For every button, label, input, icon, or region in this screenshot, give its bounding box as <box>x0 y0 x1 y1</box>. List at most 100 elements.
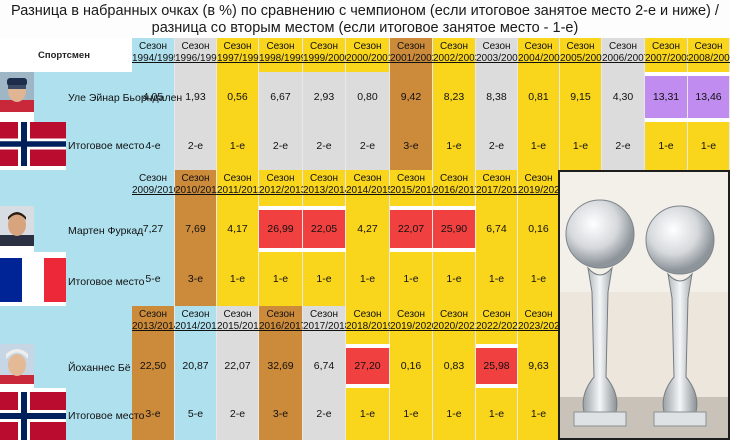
season-years: 1994/1995 <box>132 53 180 64</box>
final-place: 1-е <box>518 252 560 306</box>
season-header: Сезон 2007/2008 <box>645 38 693 72</box>
final-place: 2-е <box>602 122 645 170</box>
season-header: Сезон 2013/2014 <box>132 306 179 344</box>
final-place: 1-е <box>518 388 560 440</box>
final-place: 3-е <box>390 122 433 170</box>
final-place: 1-е <box>346 388 390 440</box>
season-years: 2007/2008 <box>645 53 693 64</box>
season-word: Сезон <box>223 41 252 52</box>
season-word: Сезон <box>309 173 339 184</box>
season-word: Сезон <box>181 309 210 320</box>
season-word: Сезон <box>482 309 511 320</box>
season-years: 2000/2001 <box>346 53 394 64</box>
final-place: 1-е <box>518 122 560 170</box>
season-header: Сезон 2017/2018 <box>303 306 350 344</box>
diff-value: 0,56 <box>217 72 259 122</box>
season-years: 2019/2020 <box>518 185 566 196</box>
diff-value: 22,05 <box>303 210 346 248</box>
season-word: Сезон <box>482 173 511 184</box>
season-header: Сезон 2019/2020 <box>390 306 437 344</box>
diff-value: 25,98 <box>476 348 518 384</box>
diff-value: 20,87 <box>175 344 217 388</box>
diff-value: 9,63 <box>518 344 560 388</box>
diff-value: 25,90 <box>433 210 476 248</box>
final-place: 3-е <box>259 388 303 440</box>
diff-value: 22,07 <box>217 344 259 388</box>
athlete-name: Йоханнес Бё <box>68 362 131 374</box>
season-header: Сезон 1999/2000 <box>303 38 351 72</box>
athlete-name: Мартен Фуркад <box>68 225 144 237</box>
crystal-globes-photo <box>558 170 730 440</box>
diff-value: 8,38 <box>476 72 518 122</box>
season-header: Сезон 2016/2017 <box>433 170 480 206</box>
season-years: 1999/2000 <box>303 53 351 64</box>
diff-value: 6,74 <box>303 344 346 388</box>
diff-value: 0,83 <box>433 344 476 388</box>
season-word: Сезон <box>482 41 511 52</box>
season-word: Сезон <box>439 173 469 184</box>
diff-value: 1,93 <box>175 72 217 122</box>
final-place: 1-е <box>346 252 390 306</box>
season-word: Сезон <box>694 41 723 52</box>
diff-value: 0,16 <box>518 206 560 252</box>
final-place: 2-е <box>303 122 346 170</box>
final-place: 1-е <box>433 388 476 440</box>
season-word: Сезон <box>524 309 553 320</box>
final-place: 1-е <box>688 122 730 170</box>
final-place: 1-е <box>259 252 303 306</box>
season-header: Сезон 1996/1997 <box>175 38 223 72</box>
season-years: 2012/2013 <box>259 185 307 196</box>
diff-value: 7,69 <box>175 206 217 252</box>
diff-value: 0,80 <box>346 72 390 122</box>
diff-value: 4,17 <box>217 206 259 252</box>
season-years: 2014/2015 <box>175 321 223 332</box>
season-word: Сезон <box>353 41 382 52</box>
place-label: Итоговое место <box>68 140 145 152</box>
season-years: 2010/2011 <box>175 185 222 196</box>
place-label: Итоговое место <box>68 410 145 422</box>
season-years: 2015/2016 <box>390 185 438 196</box>
season-header: Сезон 2000/2001 <box>346 38 394 72</box>
season-word: Сезон <box>396 173 426 184</box>
final-place: 1-е <box>645 122 688 170</box>
season-word: Сезон <box>266 41 295 52</box>
season-header: Сезон 2018/2019 <box>346 306 394 344</box>
season-header: Сезон 2010/2011 <box>175 170 222 206</box>
season-years: 2013/2014 <box>303 185 351 196</box>
season-years: 2003/2004 <box>476 53 524 64</box>
season-word: Сезон <box>439 41 469 52</box>
diff-value: 22,50 <box>132 344 175 388</box>
norway-flag-icon <box>0 392 66 440</box>
season-word: Сезон <box>266 173 295 184</box>
final-place: 1-е <box>433 252 476 306</box>
final-place: 3-е <box>175 252 217 306</box>
season-years: 2023/2024 <box>518 321 566 332</box>
page-title: Разница в набранных очках (в %) по сравн… <box>0 0 730 38</box>
final-place: 1-е <box>433 122 476 170</box>
season-word: Сезон <box>309 309 339 320</box>
diff-value: 27,20 <box>346 348 390 384</box>
diff-value: 0,16 <box>390 344 433 388</box>
diff-value: 22,07 <box>390 210 433 248</box>
season-years: 2016/2017 <box>259 321 307 332</box>
season-header: Сезон 1998/1999 <box>259 38 306 72</box>
final-place: 1-е <box>390 388 433 440</box>
season-word: Сезон <box>266 309 295 320</box>
season-header: Сезон 2003/2004 <box>476 38 524 72</box>
final-place: 2-е <box>346 122 390 170</box>
season-word: Сезон <box>651 41 681 52</box>
season-word: Сезон <box>396 309 426 320</box>
final-place: 2-е <box>303 388 346 440</box>
season-years: 2018/2019 <box>346 321 394 332</box>
season-years: 1996/1997 <box>175 53 223 64</box>
season-header: Сезон 2015/2016 <box>217 306 264 344</box>
season-header: Сезон 2020/2021 <box>433 306 480 344</box>
season-word: Сезон <box>439 309 469 320</box>
final-place: 5-е <box>132 252 175 306</box>
final-place: 3-е <box>132 388 175 440</box>
season-years: 2005/2006 <box>560 53 608 64</box>
diff-value: 8,23 <box>433 72 476 122</box>
athlete-name: Уле Эйнар Бьорндален <box>68 92 183 104</box>
final-place: 1-е <box>217 122 259 170</box>
season-header: Сезон 2011/2012 <box>217 170 264 206</box>
